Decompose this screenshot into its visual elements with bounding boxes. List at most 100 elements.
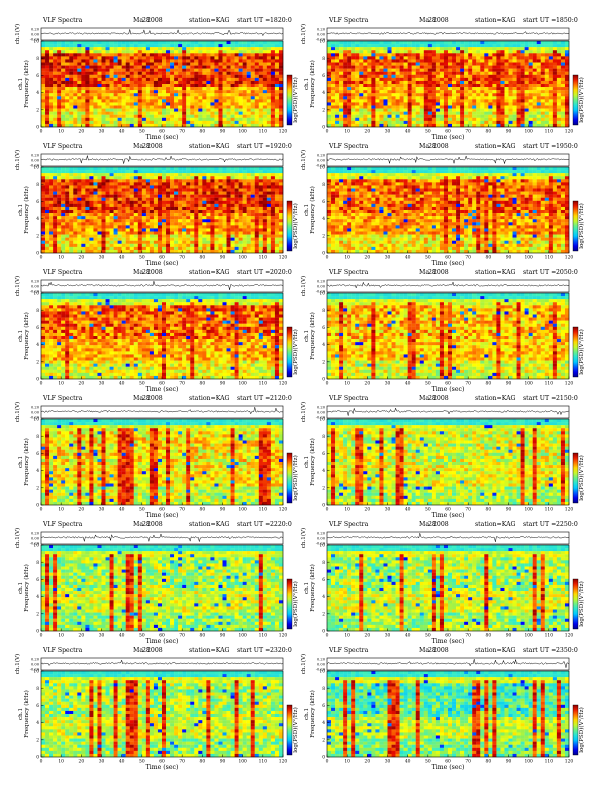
spectrogram-cell <box>416 118 420 121</box>
spectrogram-cell <box>134 121 138 124</box>
spectrogram-cell <box>126 216 130 219</box>
spectrogram-cell <box>243 121 247 124</box>
spectrogram-cell <box>396 124 400 127</box>
spectrogram-cell <box>432 112 436 115</box>
spectrogram-cell <box>73 204 77 207</box>
spectrogram-cell <box>174 232 178 235</box>
spectrogram-cell <box>106 250 110 253</box>
spectrogram-cell <box>158 195 162 198</box>
spectrogram-cell <box>513 90 517 93</box>
spectrogram-cell <box>456 63 460 66</box>
spectrogram-cell <box>65 69 69 72</box>
spectrogram-cell <box>142 235 146 238</box>
spectrogram-cell <box>424 56 428 59</box>
spectrogram-cell <box>247 90 251 93</box>
spectrogram-cell <box>65 118 69 121</box>
spectrogram-cell <box>363 106 367 109</box>
spectrogram-cell <box>65 241 69 244</box>
spectrogram-cell <box>214 241 218 244</box>
spectrogram-cell <box>367 124 371 127</box>
spectrogram-cell <box>440 50 444 53</box>
spectrogram-cell <box>396 44 400 47</box>
spectrogram-cell <box>53 189 57 192</box>
spectrogram-cell <box>565 44 569 47</box>
spectrogram-cell <box>496 109 500 112</box>
spectrogram-cell <box>202 185 206 188</box>
spectrogram-cell <box>138 210 142 213</box>
spectrogram-cell <box>102 210 106 213</box>
spectrogram-cell <box>408 66 412 69</box>
spectrogram-cell <box>231 179 235 182</box>
spectrogram-cell <box>247 238 251 241</box>
spectrogram-cell <box>452 96 456 99</box>
spectrogram-cell <box>517 124 521 127</box>
spectrogram-cell <box>484 47 488 50</box>
spectrogram-cell <box>202 235 206 238</box>
spectrogram-cell <box>210 112 214 115</box>
spectrogram-cell <box>174 238 178 241</box>
spectrogram-cell <box>198 170 202 173</box>
spectrogram-cell <box>243 201 247 204</box>
spectrogram-cell <box>122 198 126 201</box>
spectrogram-cell <box>110 210 114 213</box>
spectrogram-cell <box>235 207 239 210</box>
spectrogram-cell <box>186 44 190 47</box>
spectrogram-cell <box>351 87 355 90</box>
spectrogram-cell <box>49 87 53 90</box>
spectrogram-cell <box>45 87 49 90</box>
spectrogram-cell <box>146 250 150 253</box>
spectrogram-cell <box>537 53 541 56</box>
spectrogram-cell <box>243 185 247 188</box>
spectrogram-cell <box>102 66 106 69</box>
spectrogram-cell <box>440 78 444 81</box>
spectrogram-cell <box>97 176 101 179</box>
spectrogram-cell <box>513 50 517 53</box>
spectrogram-cell <box>106 170 110 173</box>
spectrogram-cell <box>110 189 114 192</box>
spectrogram-cell <box>464 90 468 93</box>
spectrogram-cell <box>178 81 182 84</box>
spectrogram-cell <box>202 53 206 56</box>
spectrogram-cell <box>122 182 126 185</box>
spectrogram-cell <box>154 213 158 216</box>
spectrogram-cell <box>138 47 142 50</box>
spectrogram-cell <box>110 173 114 176</box>
spectrogram-cell <box>206 244 210 247</box>
spectrogram-cell <box>126 50 130 53</box>
spectrogram-cell <box>371 56 375 59</box>
spectrogram-cell <box>190 47 194 50</box>
spectrogram-cell <box>363 69 367 72</box>
spectrogram-cell <box>65 192 69 195</box>
spectrogram-cell <box>122 185 126 188</box>
spectrogram-cell <box>138 96 142 99</box>
spectrogram-cell <box>162 53 166 56</box>
spectrogram-cell <box>170 167 174 170</box>
spectrogram-cell <box>158 81 162 84</box>
spectrogram-cell <box>126 53 130 56</box>
spectrogram-cell <box>472 112 476 115</box>
spectrogram-cell <box>223 204 227 207</box>
spectrogram-cell <box>367 118 371 121</box>
spectrogram-cell <box>432 87 436 90</box>
spectrogram-cell <box>492 99 496 102</box>
spectrogram-xtick-label: 80 <box>486 130 492 135</box>
spectrogram-cell <box>444 78 448 81</box>
spectrogram-cell <box>202 102 206 105</box>
spectrogram-cell <box>154 75 158 78</box>
spectrogram-cell <box>251 204 255 207</box>
spectrogram-cell <box>218 244 222 247</box>
spectrogram-cell <box>154 44 158 47</box>
spectrogram-cell <box>182 78 186 81</box>
spectrogram-cell <box>460 78 464 81</box>
spectrogram-cell <box>492 78 496 81</box>
spectrogram-cell <box>500 93 504 96</box>
spectrogram-cell <box>154 93 158 96</box>
spectrogram-cell <box>452 93 456 96</box>
spectrogram-xtick-label: 20 <box>365 130 371 135</box>
spectrogram-cell <box>190 102 194 105</box>
spectrogram-cell <box>456 109 460 112</box>
spectrogram-cell <box>235 78 239 81</box>
spectrogram-cell <box>468 84 472 87</box>
spectrogram-cell <box>122 124 126 127</box>
spectrogram-cell <box>235 84 239 87</box>
